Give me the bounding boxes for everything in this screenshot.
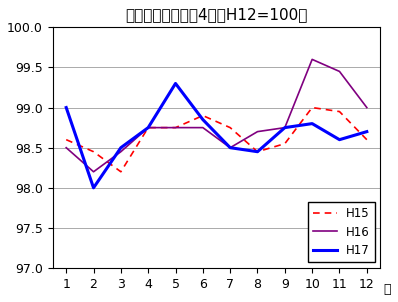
Title: 総合指数の動き　4市（H12=100）: 総合指数の動き 4市（H12=100）	[125, 7, 308, 22]
Legend: H15, H16, H17: H15, H16, H17	[308, 202, 375, 262]
Text: 月: 月	[384, 283, 391, 296]
